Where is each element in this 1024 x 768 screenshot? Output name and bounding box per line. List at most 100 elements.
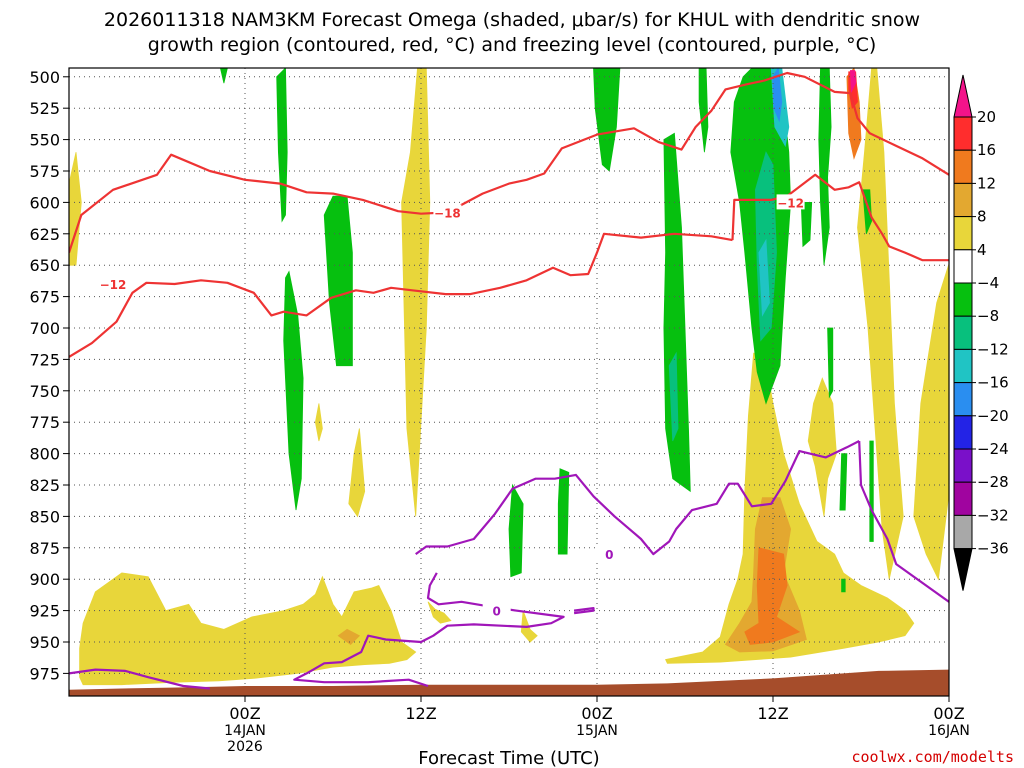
contour-line-5 (573, 606, 595, 615)
credit-text: coolwx.com/modelts (851, 748, 1014, 766)
contour-line-7 (69, 668, 210, 690)
colorbar-swatch-5 (953, 282, 973, 317)
colorbar-label-2: 12 (977, 174, 996, 192)
x-tick-label-0-1: 14JAN (224, 723, 266, 739)
omega-patch-20 (323, 195, 353, 367)
contours: −18 −12 −12 0 0 (69, 71, 949, 690)
y-tick-label-850: 850 (29, 507, 60, 526)
omega-shading (69, 68, 1018, 686)
omega-patch-41 (1011, 586, 1017, 636)
colorbar-swatch-11 (953, 481, 973, 516)
x-tick-label-1-0: 12Z (405, 704, 436, 723)
omega-patch-6 (314, 403, 323, 442)
colorbar-swatch-12 (953, 514, 973, 550)
colorbar-swatch-0 (953, 116, 973, 151)
contour-label-1: −12 (777, 196, 804, 210)
colorbar-label-0: 20 (977, 108, 996, 126)
colorbar: 20 16 12 8 4 −4 −8 −12 −16 −20 −24 −28 −32 −36 (953, 74, 1009, 591)
y-tick-label-825: 825 (29, 476, 60, 495)
y-tick-label-900: 900 (29, 570, 60, 589)
colorbar-label-8: −16 (977, 374, 1009, 392)
x-axis-title: Forecast Time (UTC) (418, 748, 599, 768)
omega-patch-23 (557, 468, 570, 555)
omega-patch-38 (1007, 573, 1018, 642)
chart-title-line-2: growth region (contoured, red, °C) and f… (148, 34, 877, 56)
y-tick-label-675: 675 (29, 288, 60, 307)
y-tick-label-725: 725 (29, 350, 60, 369)
colorbar-label-13: −36 (977, 540, 1009, 558)
colorbar-top-triangle (953, 74, 973, 118)
contour-line-4 (293, 572, 565, 688)
omega-patch-33 (869, 440, 874, 542)
colorbar-label-12: −32 (977, 506, 1009, 524)
y-axis: 500 525 550 575 600 625 650 675 700 725 750 775 800 8… (29, 68, 69, 683)
contour-label-bg-1 (776, 194, 805, 210)
contour-line-0 (69, 71, 949, 253)
colorbar-swatch-10 (953, 448, 973, 483)
x-tick-label-2-1: 15JAN (576, 723, 618, 739)
omega-patch-18 (219, 68, 228, 84)
contour-label-2: −12 (100, 278, 127, 292)
omega-patch-9 (79, 572, 417, 686)
omega-patch-0 (69, 152, 82, 266)
contour-label-3: 0 (605, 548, 613, 562)
colorbar-label-10: −24 (977, 440, 1009, 458)
contour-label-bg-2 (99, 276, 127, 292)
omega-patch-3 (913, 262, 949, 581)
omega-patch-37 (668, 351, 679, 442)
y-tick-label-700: 700 (29, 319, 60, 338)
contour-label-4: 0 (493, 605, 501, 619)
x-tick-label-0-2: 2026 (227, 739, 263, 755)
omega-patch-26 (698, 68, 709, 153)
omega-patch-43 (1012, 602, 1015, 623)
terrain-ground (69, 669, 949, 696)
colorbar-swatch-4 (953, 249, 973, 284)
omega-patch-29 (818, 68, 832, 266)
x-tick-label-0-0: 00Z (229, 704, 260, 723)
contour-line-3 (415, 440, 860, 556)
contour-label-bg-0 (433, 204, 462, 220)
y-tick-label-625: 625 (29, 225, 60, 244)
omega-patch-30 (827, 327, 834, 399)
y-tick-label-950: 950 (29, 633, 60, 652)
y-tick-label-550: 550 (29, 131, 60, 150)
colorbar-label-11: −28 (977, 473, 1009, 491)
y-tick-label-525: 525 (29, 99, 60, 118)
omega-patch-17 (849, 70, 857, 94)
omega-patch-19 (276, 68, 288, 223)
omega-patch-40 (758, 238, 770, 317)
y-tick-label-975: 975 (29, 664, 60, 683)
colorbar-label-5: −4 (977, 274, 999, 292)
x-tick-label-4-0: 00Z (933, 704, 964, 723)
omega-patch-22 (508, 483, 524, 578)
colorbar-label-9: −20 (977, 407, 1009, 425)
contour-label-0: −18 (434, 206, 461, 220)
colorbar-swatch-7 (953, 348, 973, 384)
contour-label-bg-3 (595, 546, 624, 562)
x-tick-label-2-0: 00Z (581, 704, 612, 723)
omega-patch-42 (772, 68, 783, 123)
plot-frame (68, 67, 950, 697)
colorbar-label-1: 16 (977, 141, 996, 159)
y-tick-label-500: 500 (29, 68, 60, 87)
colorbar-swatch-8 (953, 382, 973, 417)
omega-patch-11 (427, 601, 452, 624)
omega-patch-14 (744, 547, 801, 645)
colorbar-swatch-1 (953, 149, 973, 184)
omega-patch-28 (800, 201, 813, 248)
contour-line-6 (858, 440, 949, 604)
colorbar-swatch-3 (953, 216, 973, 251)
omega-patch-7 (807, 377, 837, 517)
colorbar-label-7: −12 (977, 340, 1009, 358)
y-tick-label-775: 775 (29, 413, 60, 432)
y-tick-label-750: 750 (29, 382, 60, 401)
x-tick-label-3-0: 12Z (757, 704, 788, 723)
colorbar-swatch-6 (953, 315, 973, 350)
colorbar-label-3: 8 (977, 208, 987, 226)
terrain (69, 669, 949, 696)
chart-title-line-1: 2026011318 NAM3KM Forecast Omega (shaded… (104, 9, 920, 31)
y-tick-label-650: 650 (29, 256, 60, 275)
colorbar-label-6: −8 (977, 307, 999, 325)
